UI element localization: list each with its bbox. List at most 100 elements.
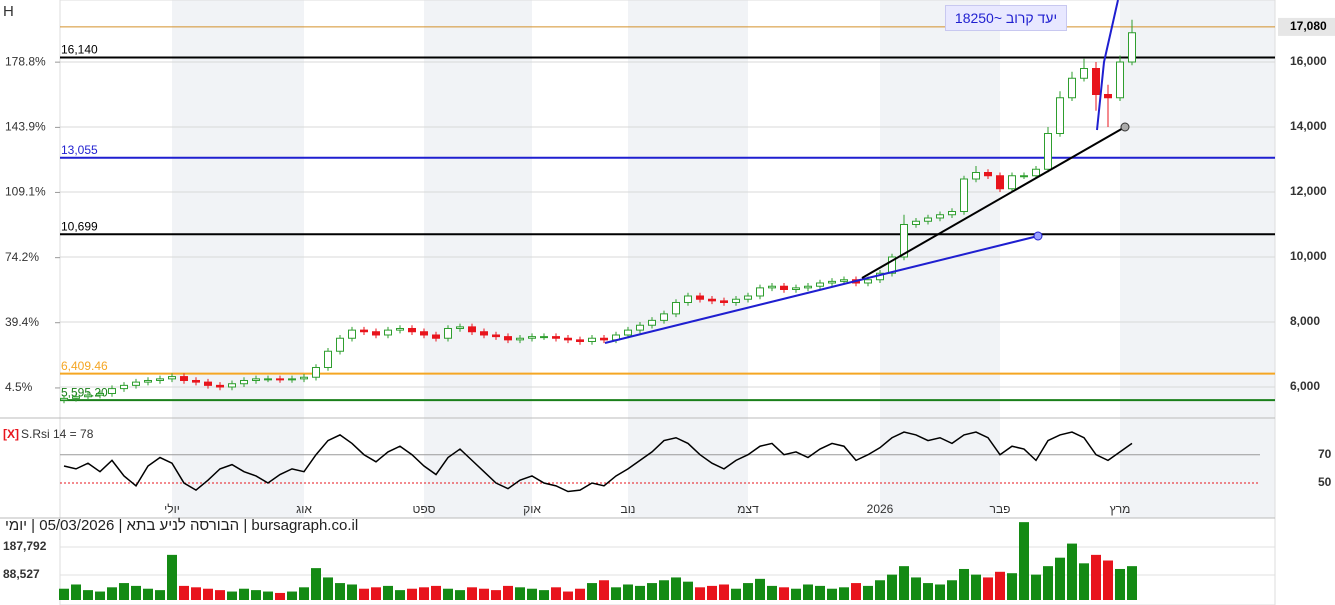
volume-bar [143,588,153,600]
volume-bar [623,584,633,600]
volume-bar [299,587,309,600]
candle-body [828,280,836,284]
month-band [628,0,748,518]
y2-tick-label: 143.9% [5,120,46,134]
volume-bar [755,578,765,600]
candle-body [180,376,188,381]
candle-body [996,175,1004,190]
y-tick-label: 50 [1318,475,1332,489]
volume-bar [119,583,129,600]
volume-bar [191,587,201,600]
volume-bar [431,585,441,600]
volume-bar [731,588,741,600]
volume-bar [791,588,801,600]
volume-bar [59,588,69,600]
volume-bar [635,585,645,600]
volume-bar [443,588,453,600]
volume-bar [1079,563,1089,600]
annotation: יעד קרוב ~18250 [945,5,1067,31]
volume-bar [131,585,141,600]
candle-body [252,378,260,381]
x-tick-label: נוב [621,502,636,516]
candle-body [516,337,524,341]
candle-body [1008,175,1016,190]
month-band [172,0,304,518]
candle-body [924,217,932,222]
volume-bar [251,590,261,600]
candle-body [492,334,500,338]
candle-body [396,327,404,331]
y-tick-label: 88,527 [3,567,40,581]
candle-body [732,298,740,303]
candle-body [900,223,908,258]
candle-body [384,329,392,336]
volume-bar [467,587,477,600]
volume-bar [71,584,81,600]
volume-bar [1019,522,1029,600]
rsi-label: S.Rsi 14 = 78 [21,427,94,441]
candle-body [792,287,800,290]
volume-bar [947,580,957,600]
y2-tick-label: 4.5% [5,380,33,394]
volume-bar [815,585,825,600]
trend-line [1096,0,1119,131]
y-tick-label: 187,792 [3,539,47,553]
footer-note: bursagraph.co.il | הבורסה לניע בתא | 05/… [5,517,359,534]
level-label: 16,140 [61,43,98,57]
candle-body [576,339,584,342]
volume-bar [287,591,297,600]
volume-bar [1091,554,1101,600]
volume-bar [407,588,417,600]
candle-body [204,381,212,386]
candle-body [276,378,284,381]
candle-body [420,331,428,336]
candle-body [768,285,776,289]
trend-line [604,235,1039,344]
candle-body [936,214,944,219]
y-tick-label: 10,000 [1290,249,1327,263]
x-tick-label: ספט [413,502,436,516]
candle-body [720,300,728,303]
candle-body [336,337,344,352]
volume-bar [395,590,405,600]
volume-bar [1103,560,1113,600]
candle-body [84,394,92,398]
volume-bar [347,584,357,600]
volume-bar [491,590,501,600]
volume-bar [503,585,513,600]
volume-bar [359,588,369,600]
candle-body [528,336,536,339]
volume-bar [923,583,933,600]
volume-bar [275,592,285,600]
volume-bar [107,587,117,600]
chart-title: H [3,3,14,20]
volume-bar [743,583,753,600]
candle-body [804,285,812,289]
y2-tick-label: 74.2% [5,250,39,264]
trend-handle [1120,122,1130,132]
candle-body [912,220,920,225]
candle-body [1020,175,1028,178]
candle-body [504,336,512,341]
volume-bar [647,583,657,600]
month-band [424,0,532,518]
candle-body [648,319,656,326]
candle-body [360,329,368,333]
volume-bar [695,587,705,600]
candle-body [960,178,968,212]
y2-tick-label: 39.4% [5,315,39,329]
volume-bar [611,587,621,600]
candle-body [696,295,704,300]
candle-body [1104,94,1112,99]
y-tick-label: 70 [1318,447,1332,461]
candle-body [708,298,716,302]
volume-bar [863,585,873,600]
candle-body [108,388,116,394]
candle-body [660,313,668,321]
month-band [880,0,1000,518]
candle-body [864,279,872,284]
level-label: 5,595.20 [61,385,108,399]
candle-body [780,285,788,290]
volume-bar [155,590,165,600]
candle-body [1116,61,1124,99]
